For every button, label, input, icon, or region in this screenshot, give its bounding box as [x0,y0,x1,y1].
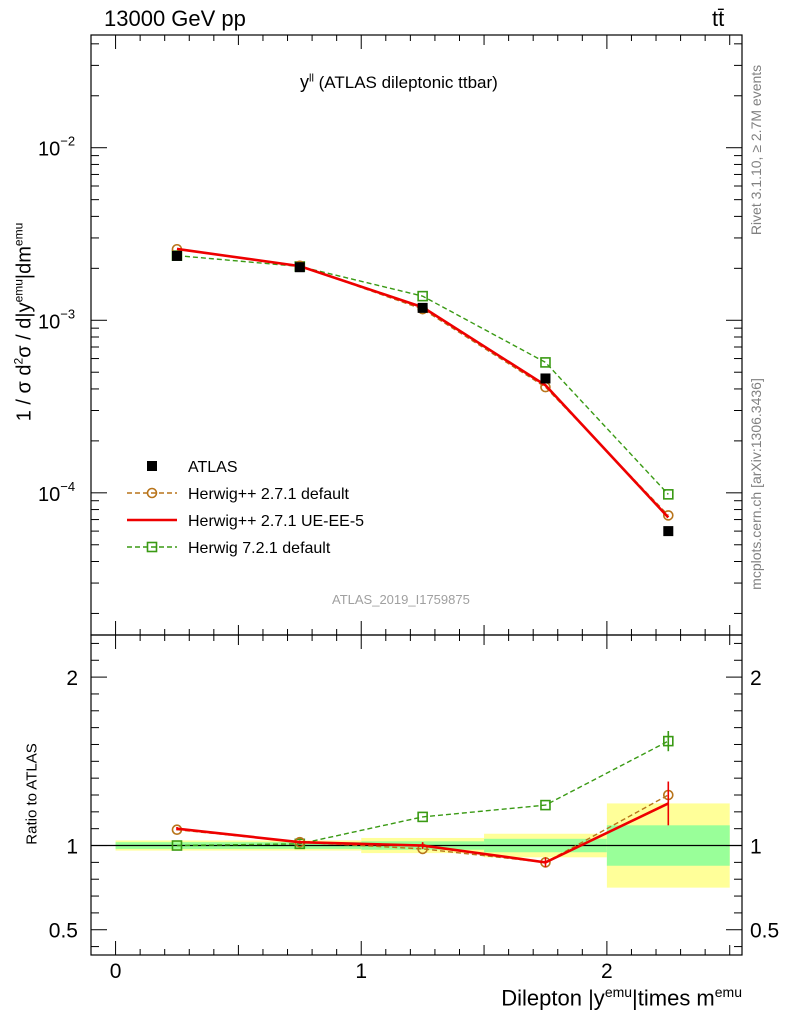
y-tick-label-ratio-left-2: 2 [66,667,78,690]
mcplots-label: mcplots.cern.ch [arXiv:1306.3436] [748,378,764,590]
axis-tick-labels: 10−4 10−3 10−2 0.5 0.5 1 1 2 2 0 1 2 [38,134,779,983]
plot-title: yll (ATLAS dileptonic ttbar) [300,72,498,93]
main-point-0-1 [294,262,305,273]
header-left-label: 13000 GeV pp [104,6,246,31]
legend-label-1: Herwig++ 2.7.1 default [188,486,350,503]
main-line-1 [176,248,669,516]
legend-marker-0 [147,461,157,471]
main-y-axis-label: 1 / σ d2σ / d|yemu|dmemu [11,222,36,422]
rivet-version-label: Rivet 3.1.10, ≥ 2.7M events [748,64,764,236]
legend-marker-3 [146,541,158,553]
legend-label-0: ATLAS [188,459,238,476]
main-point-0-4 [663,526,674,537]
main-point-1-4 [663,510,674,521]
y-tick-label-ratio-right-2: 2 [750,667,762,690]
legend-label-3: Herwig 7.2.1 default [188,540,331,557]
main-point-0-0 [171,250,182,261]
y-tick-label-exp-1: −3 [60,306,75,321]
y-tick-label-ratio-left-0: 0.5 [49,920,78,943]
x-tick-label-0: 0 [110,960,122,983]
ratio-line-1 [176,802,669,864]
ratio-point-2-2 [417,811,428,823]
analysis-watermark: ATLAS_2019_I1759875 [332,592,470,607]
legend-marker-1 [146,487,158,499]
title-superscript: ll [309,72,314,85]
y-tick-label-ratio-right-0: 0.5 [750,920,779,943]
main-line-2 [176,247,670,519]
title-text: (ATLAS dileptonic ttbar) [318,73,498,92]
y-tick-label-ratio-right-1: 1 [750,836,762,859]
ratio-point-2-4 [663,735,674,747]
main-point-0-2 [417,302,428,313]
main-series [171,243,674,537]
y-tick-label-main-2: 10−2 [38,134,75,161]
main-point-3-3 [540,357,551,368]
title-symbol: y [300,72,309,92]
legend: ATLAS Herwig++ 2.7.1 default Herwig++ 2.7.… [127,459,364,557]
y-tick-label-main-1: 10−3 [38,306,75,333]
ratio-plot-frame [90,634,743,956]
header-right-label: tt̄ [712,6,725,31]
x-axis-label: Dilepton |yemu|times memu [501,984,742,1011]
y-tick-label-exp-0: −4 [60,479,75,494]
axis-ticks [91,35,742,955]
main-line-3 [176,254,669,495]
ratio-point-2-0 [171,840,183,851]
x-tick-label-2: 2 [601,960,613,983]
ratio-y-axis-label: Ratio to ATLAS [23,743,41,845]
legend-label-2: Herwig++ 2.7.1 UE-EE-5 [188,513,364,530]
main-point-0-3 [540,373,551,384]
ratio-point-2-3 [540,799,551,811]
x-tick-label-1: 1 [355,960,367,983]
ratio-line-2 [176,740,669,847]
main-point-3-2 [417,290,428,302]
main-point-3-4 [663,489,674,500]
y-tick-label-ratio-left-1: 1 [66,836,78,859]
y-tick-label-exp-2: −2 [60,134,75,149]
ratio-series [171,731,674,868]
y-tick-label-main-0: 10−4 [38,479,75,506]
